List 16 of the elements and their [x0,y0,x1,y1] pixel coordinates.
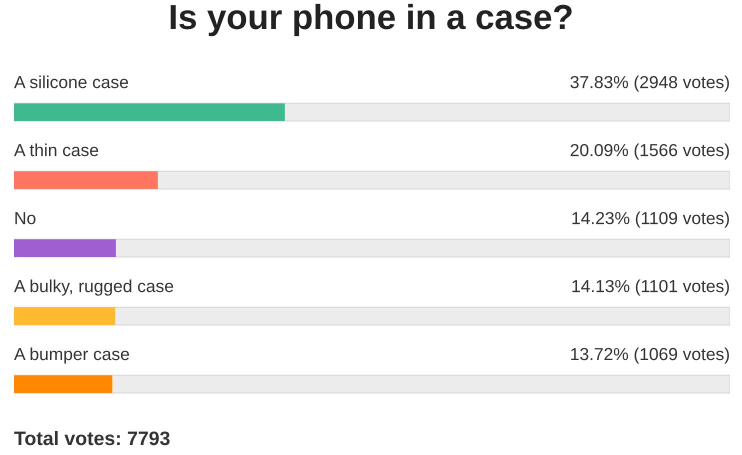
bar [14,171,158,189]
data-label: 37.83% (2948 votes) [570,76,729,92]
y-tick-label: A silicone case [14,76,128,88]
bar [14,239,116,257]
y-tick-label: No [15,212,36,224]
chart-title: Is your phone in a case? [170,4,572,36]
data-label: 14.13% (1101 votes) [572,279,729,296]
data-label: 13.72% (1069 votes) [571,347,729,364]
y-tick-label: A thin case [14,144,98,156]
data-label: 14.23% (1109 votes) [572,211,729,228]
y-tick-label: A bumper case [14,347,130,364]
bar [14,375,112,393]
text: Total votes: 7793 [14,430,170,446]
bar [14,307,116,325]
data-label: 20.09% (1566 votes) [570,144,729,160]
y-tick-label: A bulky, rugged case [14,279,174,296]
